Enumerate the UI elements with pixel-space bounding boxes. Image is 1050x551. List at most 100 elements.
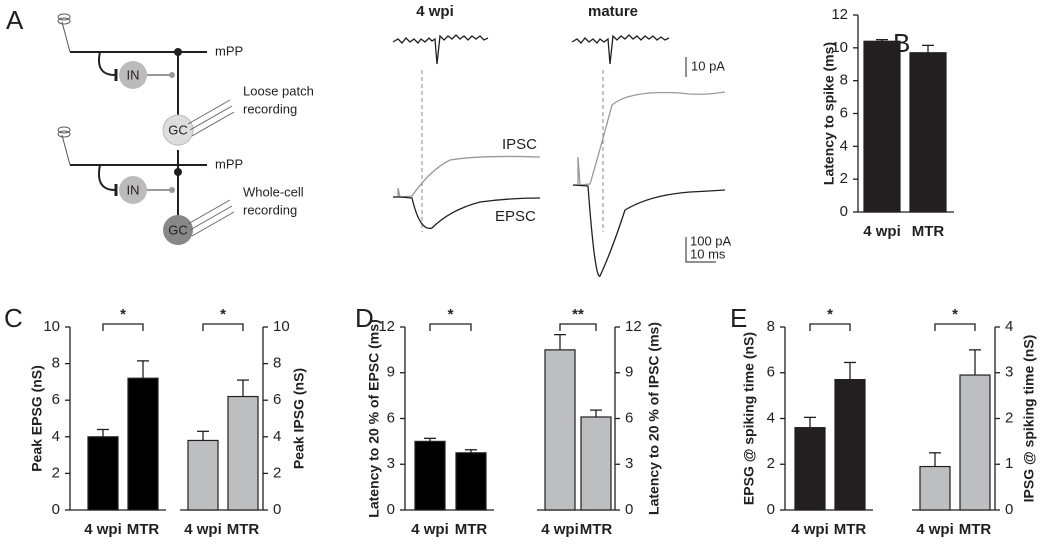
trace-title: mature xyxy=(588,3,638,20)
gc-cell xyxy=(162,114,194,146)
y-tick-label: 2 xyxy=(52,464,60,481)
panel-letter: D xyxy=(355,303,374,333)
y-axis-label: Peak EPSG (nS) xyxy=(29,365,45,472)
bar xyxy=(227,395,259,511)
y-tick-label: 6 xyxy=(767,364,775,381)
y-tick-label: 6 xyxy=(387,409,395,426)
in-cell xyxy=(119,61,147,89)
bar xyxy=(863,40,901,213)
significance-bracket xyxy=(559,323,597,331)
x-tick-label: MTR xyxy=(912,223,945,240)
bar xyxy=(127,377,159,511)
scale-label: 100 pA xyxy=(690,233,732,248)
bar xyxy=(544,349,576,511)
terminal xyxy=(169,72,175,78)
y-tick-label: 10 xyxy=(831,39,848,56)
panel-a: A IN GC mPP Loose patch recording IN GC … xyxy=(6,3,732,277)
epsc-trace xyxy=(393,196,541,230)
y-tick-label: 0 xyxy=(52,501,60,518)
x-tick-label: 4 wpi xyxy=(84,521,122,538)
spike-trace xyxy=(392,34,489,65)
y-tick-label: 2 xyxy=(840,170,848,187)
x-tick-label: MTR xyxy=(580,521,613,538)
scale-label: 10 pA xyxy=(691,58,725,73)
projection xyxy=(98,51,116,76)
x-tick-label: 4 wpi xyxy=(411,521,449,538)
path-label: mPP xyxy=(215,43,243,58)
cell-label: IN xyxy=(127,182,140,197)
y-tick-label: 3 xyxy=(625,455,633,472)
bar xyxy=(187,439,219,511)
x-tick-label: 4 wpi xyxy=(863,223,901,240)
ipsc-trace xyxy=(573,91,726,186)
bar xyxy=(919,465,951,511)
x-tick-label: 4 wpi xyxy=(184,521,222,538)
scale-label: 10 ms xyxy=(690,246,726,261)
y-tick-label: 8 xyxy=(273,355,281,372)
y-tick-label: 4 xyxy=(273,428,281,445)
x-tick-label: 4 wpi xyxy=(541,521,579,538)
significance-bracket xyxy=(102,323,144,331)
y-tick-label: 4 xyxy=(52,428,60,445)
trace-label: EPSC xyxy=(495,208,536,225)
y-tick-label: 8 xyxy=(840,72,848,89)
epsc-trace xyxy=(572,184,726,277)
pipette xyxy=(187,199,235,237)
y-tick-label: 2 xyxy=(767,455,775,472)
y-tick-label: 6 xyxy=(840,104,848,121)
y-axis-label: Latency to 20 % of EPSC (ms) xyxy=(366,319,382,517)
x-tick-label: MTR xyxy=(127,521,160,538)
y-tick-label: 12 xyxy=(378,318,395,335)
bar xyxy=(455,452,487,511)
y-axis-label: Peak IPSG (nS) xyxy=(291,368,307,469)
recording-label: Loose patch xyxy=(243,83,314,98)
recording-label: recording xyxy=(243,202,297,217)
y-tick-label: 4 xyxy=(840,137,848,154)
y-axis-label: IPSG @ spiking time (nS) xyxy=(1021,335,1037,503)
y-tick-label: 9 xyxy=(387,364,395,381)
spike-trace xyxy=(571,34,670,65)
synapse xyxy=(174,168,182,176)
y-tick-label: 0 xyxy=(840,203,848,220)
significance-label: * xyxy=(952,306,958,323)
y-tick-label: 4 xyxy=(767,409,775,426)
y-tick-label: 6 xyxy=(625,409,633,426)
panel-letter: E xyxy=(730,303,747,333)
y-tick-label: 10 xyxy=(273,318,290,335)
significance-bracket xyxy=(934,323,976,331)
y-tick-label: 9 xyxy=(625,364,633,381)
bar xyxy=(834,379,866,511)
x-tick-label: MTR xyxy=(834,521,867,538)
y-axis-label: Latency to 20 % of IPSC (ms) xyxy=(646,322,662,515)
recording-label: Whole-cell xyxy=(243,184,304,199)
y-tick-label: 4 xyxy=(1005,318,1013,335)
trace-label: IPSC xyxy=(502,136,537,153)
panel-letter: C xyxy=(4,303,23,333)
y-tick-label: 6 xyxy=(273,391,281,408)
gc-cell xyxy=(163,215,193,245)
ipsc-trace xyxy=(393,155,541,198)
x-tick-label: MTR xyxy=(227,521,260,538)
significance-bracket xyxy=(809,323,851,331)
y-tick-label: 12 xyxy=(831,6,848,23)
significance-label: * xyxy=(827,306,833,323)
x-tick-label: MTR xyxy=(455,521,488,538)
trace-title: 4 wpi xyxy=(416,3,454,20)
in-cell xyxy=(119,176,147,204)
electrode xyxy=(57,126,71,166)
y-tick-label: 12 xyxy=(625,318,642,335)
significance-bracket xyxy=(202,323,244,331)
bar xyxy=(959,374,991,511)
bar xyxy=(414,440,446,511)
significance-label: ** xyxy=(572,306,584,323)
pipette xyxy=(187,99,235,137)
significance-bracket xyxy=(429,323,472,331)
y-tick-label: 2 xyxy=(273,464,281,481)
electrode xyxy=(57,13,71,53)
significance-label: * xyxy=(448,306,454,323)
y-tick-label: 0 xyxy=(1005,501,1013,518)
x-tick-label: 4 wpi xyxy=(791,521,829,538)
y-tick-label: 8 xyxy=(52,355,60,372)
y-tick-label: 0 xyxy=(387,501,395,518)
